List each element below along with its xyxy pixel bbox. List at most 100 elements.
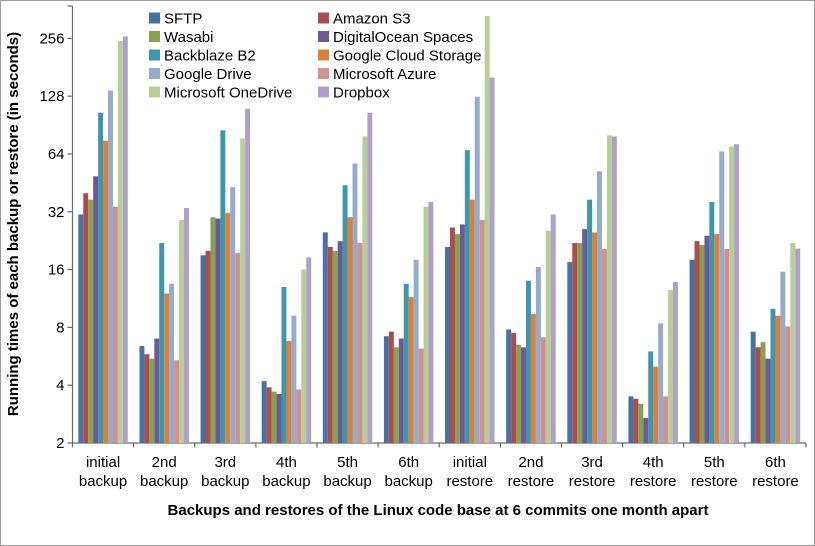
bar-amazon-s3-4th-restore <box>633 398 639 443</box>
bar-digitalocean-spaces-2nd-backup <box>154 338 160 443</box>
bar-google-cloud-storage-2nd-backup <box>164 293 170 443</box>
bar-dropbox-4th-restore <box>672 281 678 443</box>
bar-sftp-6th-backup <box>383 336 389 443</box>
bar-wasabi-6th-restore <box>760 342 766 443</box>
bar-backblaze-b2-2nd-restore <box>525 280 531 443</box>
bar-wasabi-4th-backup <box>271 391 277 443</box>
bar-amazon-s3-initial-backup <box>83 193 89 443</box>
bar-sftp-5th-restore <box>689 259 695 443</box>
bar-dropbox-2nd-backup <box>183 207 189 443</box>
legend-label: DigitalOcean Spaces <box>333 29 473 46</box>
bar-sftp-6th-restore <box>750 331 756 443</box>
bar-wasabi-3rd-restore <box>577 243 583 443</box>
legend-swatch <box>149 86 160 98</box>
legend-swatch <box>318 49 329 61</box>
bars <box>78 15 801 444</box>
bar-sftp-4th-backup <box>261 381 267 443</box>
y-tick-label: 32 <box>48 204 65 221</box>
category-label: initial restore <box>446 454 493 490</box>
legend-item-wasabi: Wasabi <box>149 29 213 46</box>
bar-microsoft-azure-6th-backup <box>418 348 424 443</box>
legend-label: Google Drive <box>164 66 252 83</box>
legend-label: Amazon S3 <box>333 11 411 28</box>
bar-backblaze-b2-6th-backup <box>403 283 409 443</box>
bar-amazon-s3-2nd-restore <box>511 332 517 443</box>
legend-item-google-cloud-storage: Google Cloud Storage <box>318 48 481 65</box>
category-label: 4th backup <box>262 454 310 490</box>
bar-wasabi-3rd-backup <box>210 217 216 443</box>
legend-label: SFTP <box>164 11 202 28</box>
y-tick-label: 16 <box>48 262 65 279</box>
bar-sftp-2nd-backup <box>139 346 145 443</box>
bar-microsoft-onedrive-6th-restore <box>790 243 796 443</box>
category-label: 5th restore <box>691 454 738 490</box>
bar-wasabi-5th-backup <box>332 250 338 443</box>
bar-dropbox-4th-backup <box>306 257 312 443</box>
bar-digitalocean-spaces-2nd-restore <box>521 347 526 443</box>
bar-amazon-s3-5th-backup <box>327 246 333 443</box>
bar-digitalocean-spaces-3rd-backup <box>215 218 221 443</box>
bar-microsoft-azure-5th-backup <box>357 243 363 443</box>
bar-microsoft-azure-initial-backup <box>112 206 118 443</box>
y-axis-title: Running times of each backup or restore … <box>5 32 22 416</box>
legend-label: Microsoft OneDrive <box>164 85 292 102</box>
bar-google-cloud-storage-4th-backup <box>286 340 292 443</box>
bar-microsoft-onedrive-4th-backup <box>301 269 307 443</box>
bar-wasabi-4th-restore <box>638 403 644 443</box>
category-label: 2nd restore <box>508 454 555 490</box>
bar-google-drive-3rd-restore <box>597 171 602 444</box>
legend-label: Wasabi <box>164 29 213 46</box>
y-tick-label: 128 <box>39 88 64 105</box>
bar-backblaze-b2-5th-backup <box>342 185 348 443</box>
bar-microsoft-onedrive-6th-backup <box>423 206 429 443</box>
bar-dropbox-5th-restore <box>734 144 740 443</box>
bar-google-cloud-storage-initial-restore <box>469 199 475 443</box>
bar-sftp-2nd-restore <box>506 329 512 443</box>
bar-microsoft-onedrive-2nd-restore <box>545 230 551 443</box>
bar-wasabi-initial-restore <box>454 234 460 443</box>
bar-digitalocean-spaces-initial-backup <box>93 176 99 443</box>
bar-dropbox-2nd-restore <box>550 214 556 443</box>
legend-swatch <box>149 12 160 24</box>
bar-amazon-s3-4th-backup <box>266 387 272 443</box>
bar-microsoft-azure-2nd-restore <box>540 337 546 443</box>
bar-dropbox-initial-backup <box>122 36 128 444</box>
x-axis-title: Backups and restores of the Linux code b… <box>168 502 709 519</box>
bar-backblaze-b2-2nd-backup <box>159 243 165 443</box>
y-tick-label: 4 <box>56 377 64 394</box>
bar-microsoft-onedrive-3rd-backup <box>240 138 246 443</box>
legend-swatch <box>149 31 160 42</box>
bar-amazon-s3-3rd-backup <box>205 250 211 443</box>
legend-item-backblaze-b2: Backblaze B2 <box>149 48 256 65</box>
axis-tick-labels: 2 4 8 16 32 64 128 256 initial backup 2nd backup 3rd… <box>39 30 798 490</box>
bar-google-cloud-storage-2nd-restore <box>530 313 536 443</box>
bar-backblaze-b2-initial-backup <box>98 112 104 443</box>
bar-amazon-s3-3rd-restore <box>572 243 578 443</box>
bar-sftp-initial-backup <box>78 214 84 443</box>
bar-sftp-initial-restore <box>445 246 451 443</box>
bar-microsoft-onedrive-4th-restore <box>668 290 673 443</box>
bar-backblaze-b2-5th-restore <box>709 201 715 443</box>
bar-digitalocean-spaces-3rd-restore <box>582 229 588 443</box>
y-tick-label: 256 <box>39 30 64 47</box>
category-label: 3rd restore <box>569 454 616 490</box>
bar-dropbox-6th-restore <box>795 248 801 443</box>
category-label: 5th backup <box>323 454 371 490</box>
bar-google-cloud-storage-6th-restore <box>775 315 781 443</box>
legend-swatch <box>318 68 329 79</box>
legend-item-digitalocean-spaces: DigitalOcean Spaces <box>318 29 473 46</box>
legend-label: Microsoft Azure <box>333 66 436 83</box>
bar-microsoft-onedrive-3rd-restore <box>606 135 612 443</box>
bar-backblaze-b2-4th-restore <box>648 351 654 443</box>
category-label: 4th restore <box>630 454 677 490</box>
bar-microsoft-azure-6th-restore <box>785 326 791 443</box>
bar-digitalocean-spaces-4th-backup <box>276 393 282 443</box>
bar-google-drive-5th-backup <box>352 163 358 444</box>
bar-microsoft-azure-2nd-backup <box>174 360 180 443</box>
bar-backblaze-b2-6th-restore <box>770 308 776 443</box>
bar-backblaze-b2-4th-backup <box>281 286 287 443</box>
y-tick-label: 2 <box>56 435 64 452</box>
